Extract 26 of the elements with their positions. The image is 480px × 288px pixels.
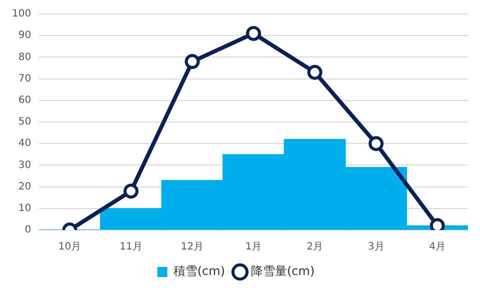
x-tick-label: 2月 (306, 242, 324, 253)
x-tick-label: 11月 (120, 242, 142, 253)
point (123, 184, 138, 199)
point (368, 136, 384, 152)
legend-label: 積雪(cm) (173, 264, 226, 278)
x-tick-label: 1月 (245, 242, 262, 253)
x-tick-label: 3月 (368, 242, 384, 253)
x-tick-label: 10月 (58, 242, 82, 253)
y-tick-label: 40 (18, 138, 32, 150)
y-tick-label: 70 (18, 73, 32, 84)
point (430, 218, 445, 230)
y-tick-label: 20 (18, 181, 32, 192)
y-tick-label: 90 (18, 30, 32, 42)
y-tick-label: 10 (18, 202, 32, 214)
point (184, 54, 200, 70)
y-tick-label: 50 (18, 116, 32, 128)
x-tick-label: 4月 (429, 242, 446, 253)
y-tick-label: 80 (18, 52, 32, 63)
point (246, 26, 262, 41)
legend-label: 降雪量(cm) (251, 264, 315, 278)
y-tick-label: 100 (12, 8, 32, 20)
point (307, 64, 322, 80)
x-tick-label: 12月 (180, 242, 204, 253)
y-tick-label: 60 (18, 94, 32, 106)
y-tick-label: 0 (24, 224, 32, 236)
y-tick-label: 30 (18, 160, 32, 171)
